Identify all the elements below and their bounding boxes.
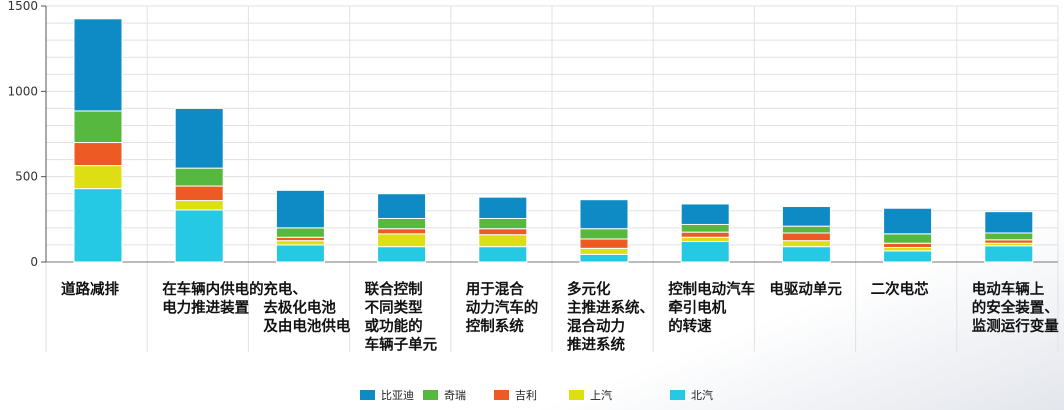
bar-segment [984, 239, 1034, 244]
bar-segment [275, 236, 325, 242]
bar-segment [377, 217, 427, 230]
bar-segment [174, 107, 224, 169]
bar-segment [73, 165, 123, 190]
legend-label: 上汽 [590, 388, 612, 402]
bar-segment [781, 225, 831, 234]
bar-segment [174, 200, 224, 211]
legend-swatch [423, 390, 438, 400]
bar-segment [478, 228, 528, 236]
bar-segment [984, 211, 1034, 234]
bar-segment [174, 167, 224, 187]
y-tick-label: 1500 [7, 0, 38, 13]
x-tick-label: 二次电芯 [871, 280, 929, 298]
y-tick-label: 0 [30, 255, 38, 269]
legend: 比亚迪 奇瑞 吉利 上汽 北汽 [360, 388, 713, 402]
legend-swatch [494, 390, 509, 400]
x-tick-label: 控制电动汽车牵引电机的转速 [668, 280, 755, 335]
bar-segment [377, 246, 427, 263]
bar-segment [478, 234, 528, 248]
bar-segment [579, 253, 629, 263]
bar-segment [73, 18, 123, 112]
legend-item: 比亚迪 [360, 389, 414, 402]
bar-segment [478, 217, 528, 230]
legend-label: 吉利 [515, 389, 537, 402]
legend-item: 北汽 [670, 388, 713, 402]
bar-segment [73, 188, 123, 263]
legend-swatch [670, 390, 685, 400]
bar-segment [275, 189, 325, 229]
bar-segment [73, 110, 123, 144]
x-tick-label: 电驱动单元 [769, 280, 842, 298]
legend-label: 奇瑞 [444, 388, 466, 402]
bar-segment [579, 199, 629, 230]
bar-segment [478, 246, 528, 263]
bar-segment [377, 228, 427, 235]
legend-label: 比亚迪 [381, 389, 414, 402]
x-tick-label: 用于混合动力汽车的控制系统 [466, 280, 539, 335]
bar-segment [883, 233, 933, 244]
bar-segment [275, 227, 325, 238]
bar-segment [680, 223, 730, 233]
bar-segment [883, 207, 933, 235]
bar-segment [579, 228, 629, 240]
bar-segment [883, 250, 933, 263]
bar-segment [781, 246, 831, 263]
bar-segment [275, 240, 325, 246]
bar-segment [680, 236, 730, 243]
bar-segment [579, 247, 629, 255]
bar-segment [781, 232, 831, 242]
bar-segment [275, 244, 325, 263]
bar-segment [174, 209, 224, 263]
legend-swatch [569, 390, 584, 400]
bar-segment [680, 231, 730, 238]
bar-segment [883, 242, 933, 248]
bar-segment [781, 206, 831, 227]
y-tick-label: 1000 [7, 84, 38, 98]
bar-segment [478, 196, 528, 219]
bar-segment [377, 193, 427, 219]
bar-segment [984, 245, 1034, 263]
x-tick-label: 充电、去极化电池及由电池供电 [263, 280, 350, 335]
legend-item: 奇瑞 [423, 388, 466, 402]
y-tick-label: 500 [15, 170, 38, 184]
legend-item: 吉利 [494, 389, 537, 402]
bar-segment [984, 232, 1034, 241]
x-tick-label: 联合控制不同类型或功能的车辆子单元 [365, 280, 438, 354]
bar-segment [579, 238, 629, 249]
bar-segment [680, 203, 730, 225]
x-tick-label: 电动车辆上的安全装置、监测运行变量 [972, 280, 1059, 335]
bar-segment [781, 240, 831, 248]
x-tick-label: 道路减排 [61, 280, 119, 298]
bars [73, 18, 1034, 263]
bar-segment [680, 241, 730, 263]
bar-segment [73, 142, 123, 167]
bar-segment [883, 246, 933, 252]
legend-swatch [360, 390, 375, 400]
bar-segment [174, 185, 224, 202]
bar-segment [377, 233, 427, 248]
x-tick-label: 多元化主推进系统、混合动力推进系统 [567, 280, 654, 354]
x-tick-labels: 道路减排 在车辆内供电的电力推进装置充电、去极化电池及由电池供电联合控制不同类型或… [61, 280, 1059, 354]
x-tick-label: 在车辆内供电的电力推进装置 [162, 280, 264, 317]
legend-label: 北汽 [691, 388, 713, 402]
legend-item: 上汽 [569, 388, 612, 402]
